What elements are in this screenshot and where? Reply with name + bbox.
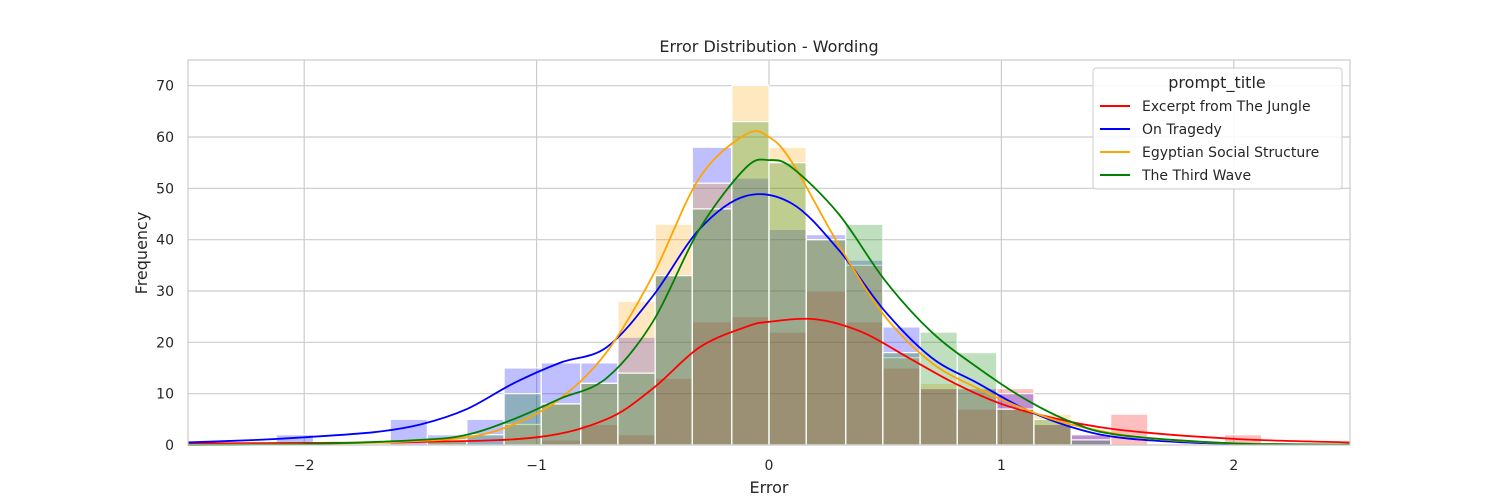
- legend-label-3: The Third Wave: [1141, 168, 1251, 184]
- bar-3-13: [768, 162, 807, 446]
- bar-1-13: [768, 228, 807, 446]
- y-axis-label: Frequency: [132, 212, 151, 295]
- bar-3-10: [654, 275, 693, 446]
- y-axis-ticks: 0 10 20 30 40 50 60 70: [156, 79, 174, 454]
- bar-3-21: [1070, 439, 1112, 446]
- bar-1-14: [805, 233, 847, 446]
- bar-0-16: [882, 367, 921, 446]
- legend-entries: Excerpt from The Jungle On Tragedy Egyptia…: [1100, 99, 1319, 184]
- bar-1-12: [731, 177, 770, 446]
- y-tick-label-4: 40: [156, 233, 174, 249]
- legend-label-2: Egyptian Social Structure: [1142, 145, 1319, 161]
- bar-3-19: [996, 408, 1035, 446]
- bar-3-9: [617, 372, 656, 446]
- y-tick-label-5: 50: [156, 181, 174, 197]
- bar-0-14: [805, 290, 847, 446]
- plot-frame: [187, 59, 1351, 446]
- legend-label-1: On Tragedy: [1142, 122, 1222, 138]
- y-tick-label-2: 20: [156, 335, 174, 351]
- bars-series-3: [426, 120, 1112, 446]
- kde-line-0: [187, 317, 1351, 445]
- bar-3-16: [882, 352, 921, 446]
- legend-label-0: Excerpt from The Jungle: [1142, 99, 1311, 115]
- legend-title: prompt_title: [1168, 73, 1265, 93]
- bar-2-15: [845, 264, 884, 446]
- bar-3-12: [731, 120, 770, 446]
- x-tick-label-2: 0: [765, 458, 774, 474]
- x-tick-label-3: 1: [997, 458, 1006, 474]
- bar-0-10: [654, 377, 693, 446]
- bar-2-8: [580, 382, 619, 446]
- y-tick-label-3: 30: [156, 284, 174, 300]
- bar-2-18: [956, 387, 998, 446]
- bar-3-15: [845, 223, 884, 446]
- bar-2-14: [805, 239, 847, 446]
- bar-0-12: [731, 316, 770, 446]
- x-axis-label: Error: [750, 478, 789, 497]
- y-tick-label-6: 60: [156, 130, 174, 146]
- x-axis-ticks: −2 −1 0 1 2: [294, 458, 1238, 474]
- bar-1-17: [919, 387, 958, 446]
- chart-title: Error Distribution - Wording: [659, 37, 878, 56]
- y-tick-label-0: 0: [165, 438, 174, 454]
- bars-series-1: [275, 146, 1112, 446]
- x-tick-label-1: −1: [526, 458, 547, 474]
- kde-line-1: [187, 193, 1351, 446]
- bar-3-7: [540, 403, 582, 446]
- legend-box: [1092, 67, 1343, 190]
- bar-3-11: [691, 208, 733, 446]
- histogram-bars: [275, 85, 1263, 446]
- legend: prompt_title Excerpt from The Jungle On T…: [1092, 67, 1343, 190]
- x-tick-label-0: −2: [294, 458, 315, 474]
- bar-3-8: [580, 382, 619, 446]
- bar-3-14: [805, 239, 847, 446]
- bars-series-2: [426, 85, 1072, 446]
- y-tick-label-7: 70: [156, 79, 174, 95]
- x-tick-label-4: 2: [1229, 458, 1238, 474]
- kde-line-2: [187, 130, 1351, 446]
- y-tick-label-1: 10: [156, 387, 174, 403]
- bar-2-11: [691, 182, 733, 446]
- bar-2-16: [882, 357, 921, 446]
- kde-line-3: [187, 158, 1351, 446]
- kde-curves: [187, 130, 1351, 446]
